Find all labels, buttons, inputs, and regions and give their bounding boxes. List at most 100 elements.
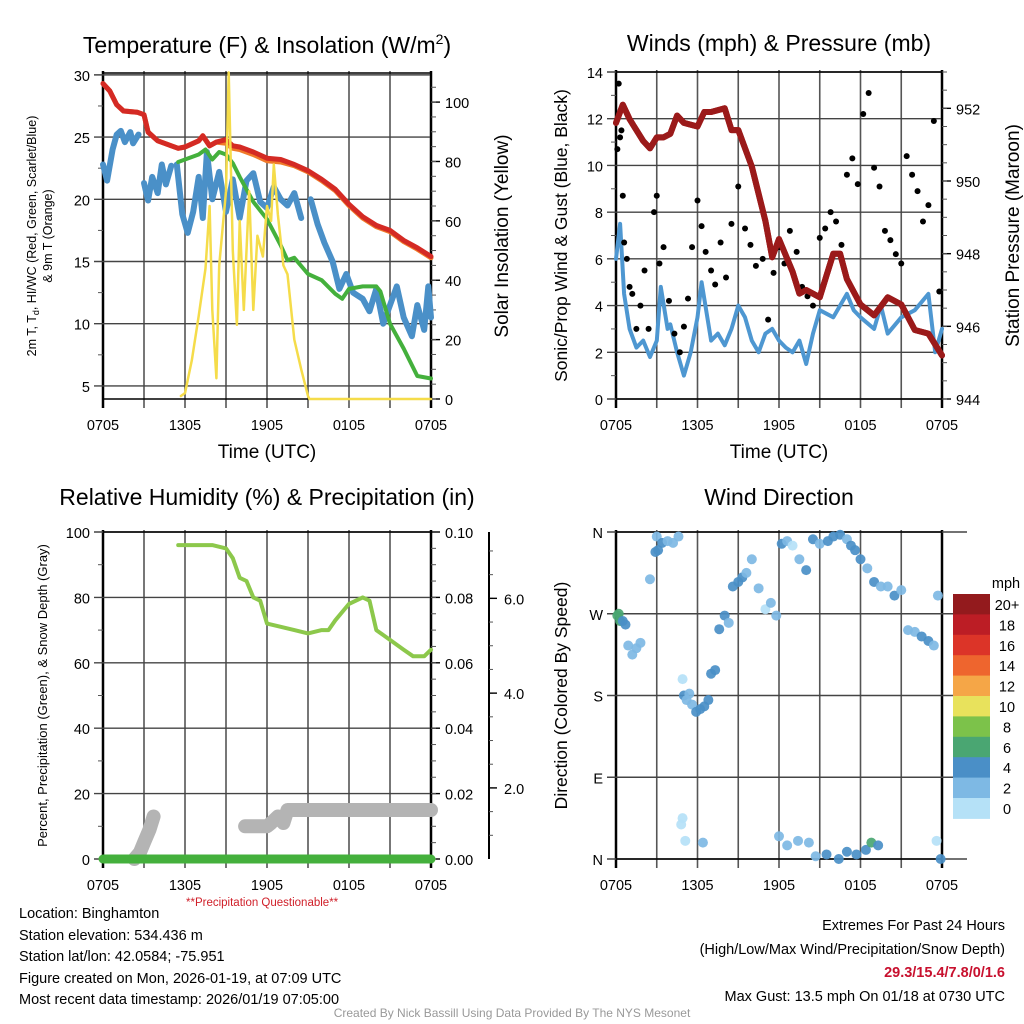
wind-direction-point	[821, 849, 832, 860]
wind-direction-point	[719, 610, 730, 621]
wind-direction-point	[782, 840, 793, 851]
gust-point	[887, 237, 894, 244]
colorbar-swatch	[953, 675, 990, 697]
y2-tick-label: 60	[445, 215, 461, 231]
colorbar-label: 16	[999, 639, 1015, 655]
gust-point	[822, 225, 829, 232]
y2-tick-label: 0.04	[445, 722, 473, 738]
colorbar-swatch	[953, 696, 990, 717]
y-tick-label: 14	[587, 66, 603, 82]
y-axis-label: Sonic/Prop Wind & Gust (Blue, Black)	[551, 89, 571, 382]
wind-direction-point	[794, 554, 805, 565]
gust-point	[626, 283, 633, 290]
colorbar-swatch	[953, 757, 990, 779]
series-line-relative-humidity	[176, 543, 433, 659]
gust-point	[614, 146, 621, 153]
gust-point	[676, 349, 683, 356]
y-tick-label: 0	[595, 393, 603, 409]
x-tick-label: 1305	[169, 418, 201, 434]
colorbar-title: mph	[992, 576, 1020, 592]
gust-point	[747, 241, 754, 248]
gust-point	[671, 330, 678, 337]
wind-direction-point	[873, 840, 884, 851]
y2-axis-label: Station Pressure (Maroon)	[1003, 124, 1024, 347]
y2-tick-label: 0.08	[445, 591, 473, 607]
series-line-wc-segment-1	[100, 127, 142, 184]
gust-point	[637, 302, 644, 309]
x-tick-label: 1305	[169, 878, 201, 894]
y-tick-label: 60	[74, 657, 90, 673]
colorbar-label: 20+	[995, 598, 1020, 614]
colorbar-swatch	[953, 634, 990, 656]
extremes-title: Extremes For Past 24 Hours	[822, 918, 1005, 934]
y2-tick-label: 0.00	[445, 853, 473, 869]
gust-point	[816, 234, 823, 241]
x-tick-label: 1305	[681, 878, 713, 894]
gust-point	[698, 223, 705, 230]
gust-point	[708, 267, 715, 274]
y-tick-label: N	[593, 853, 603, 869]
wind-direction-point	[765, 597, 776, 608]
y-tick-label: 0	[82, 853, 90, 869]
wind-direction-point	[803, 837, 814, 848]
wind-direction-point	[741, 567, 752, 578]
wind-direction-point	[928, 640, 939, 651]
x-tick-label: 0705	[926, 878, 958, 894]
y-tick-label: E	[593, 771, 603, 787]
gust-point	[735, 183, 742, 190]
y-axis-label: 2m T, Td, HI/WC (Red, Green, Scarlet/Blu…	[25, 116, 41, 357]
colorbar-label: 0	[1003, 802, 1011, 818]
wind-direction-point	[851, 849, 862, 860]
y-tick-label: 30	[74, 69, 90, 85]
y-tick-label: S	[593, 690, 603, 706]
gust-point	[615, 80, 622, 87]
wind-direction-point	[787, 540, 798, 551]
series-line-sonic-prop-wind	[614, 221, 944, 378]
x-tick-label: 0705	[415, 418, 447, 434]
gust-point	[621, 239, 628, 246]
gust-point	[623, 255, 630, 262]
colorbar-label: 2	[1003, 782, 1011, 798]
x-tick-label: 1905	[763, 418, 795, 434]
gust-point	[925, 202, 932, 209]
series-line-snow-depth-segment-2	[238, 803, 438, 834]
y-tick-label: 15	[74, 256, 90, 272]
title-part: )	[443, 32, 451, 58]
gust-point	[717, 239, 724, 246]
series-line-solar-insolation	[179, 71, 433, 401]
gust-point	[752, 262, 759, 269]
gust-point	[694, 197, 701, 204]
x-tick-label: 0705	[87, 878, 119, 894]
wind-direction-point	[635, 637, 646, 648]
colorbar-label: 18	[999, 618, 1015, 634]
x-tick-label: 0105	[844, 878, 876, 894]
y2-tick-label: 80	[445, 155, 461, 171]
extremes-info: Extremes For Past 24 Hours (High/Low/Max…	[700, 915, 1005, 1009]
y-tick-label: 80	[74, 591, 90, 607]
wind-direction-point	[680, 835, 691, 846]
x-tick-label: 0705	[926, 418, 958, 434]
y-tick-label: 12	[587, 113, 603, 129]
wind-direction-point	[710, 665, 721, 676]
wind-direction-point	[677, 674, 688, 685]
y2-tick-label: 946	[956, 320, 980, 336]
wind-direction-point	[771, 610, 782, 621]
wind-direction-point	[703, 695, 714, 706]
y-tick-label: 20	[74, 788, 90, 804]
x-tick-label: 0105	[844, 418, 876, 434]
wind-direction-point	[889, 590, 900, 601]
gust-point	[871, 164, 878, 171]
wind-direction-point	[623, 640, 634, 651]
gust-point	[653, 192, 660, 199]
gust-point	[936, 288, 943, 295]
colorbar-swatch	[953, 777, 990, 799]
colorbar-label: 4	[1003, 761, 1011, 777]
y-tick-label: 25	[74, 131, 90, 147]
gust-point	[786, 227, 793, 234]
location-text: Location: Binghamton	[19, 906, 160, 922]
wind-direction-point	[810, 851, 821, 862]
colorbar-label: 8	[1003, 720, 1011, 736]
wind-direction-point	[677, 813, 688, 824]
y-tick-label: N	[593, 526, 603, 542]
